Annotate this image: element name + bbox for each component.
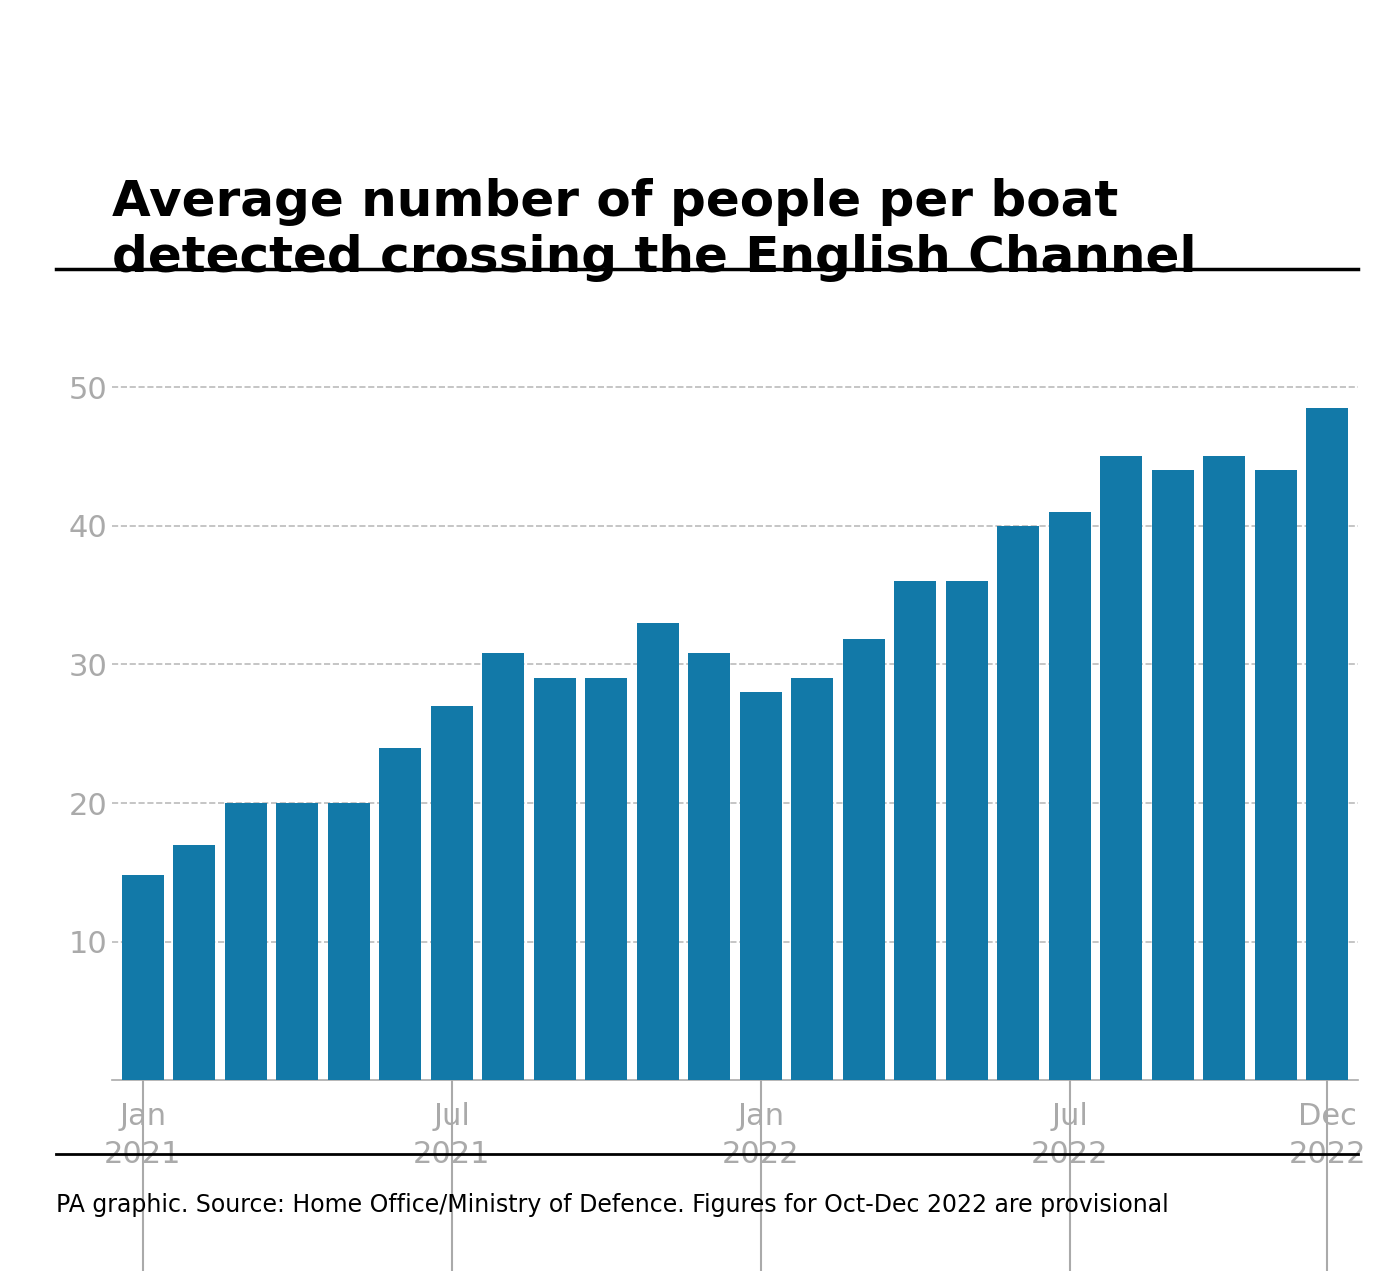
Bar [122,876,164,1080]
Bar [431,705,473,1080]
Bar [689,653,731,1080]
Text: PA graphic. Source: Home Office/Ministry of Defence. Figures for Oct-Dec 2022 ar: PA graphic. Source: Home Office/Ministry… [56,1193,1169,1216]
Bar [328,803,370,1080]
Bar [997,526,1039,1080]
Bar [945,581,988,1080]
Bar [225,803,267,1080]
Bar [895,581,937,1080]
Bar [791,679,833,1080]
Bar [585,679,627,1080]
Bar [533,679,575,1080]
Text: Average number of people per boat
detected crossing the English Channel: Average number of people per boat detect… [112,178,1197,282]
Bar [637,623,679,1080]
Bar [843,639,885,1080]
Bar [1254,470,1296,1080]
Bar [379,747,421,1080]
Bar [1049,512,1091,1080]
Bar [1100,456,1142,1080]
Bar [276,803,318,1080]
Bar [1306,408,1348,1080]
Bar [739,693,781,1080]
Bar [482,653,525,1080]
Bar [1203,456,1245,1080]
Bar [174,845,216,1080]
Bar [1152,470,1194,1080]
